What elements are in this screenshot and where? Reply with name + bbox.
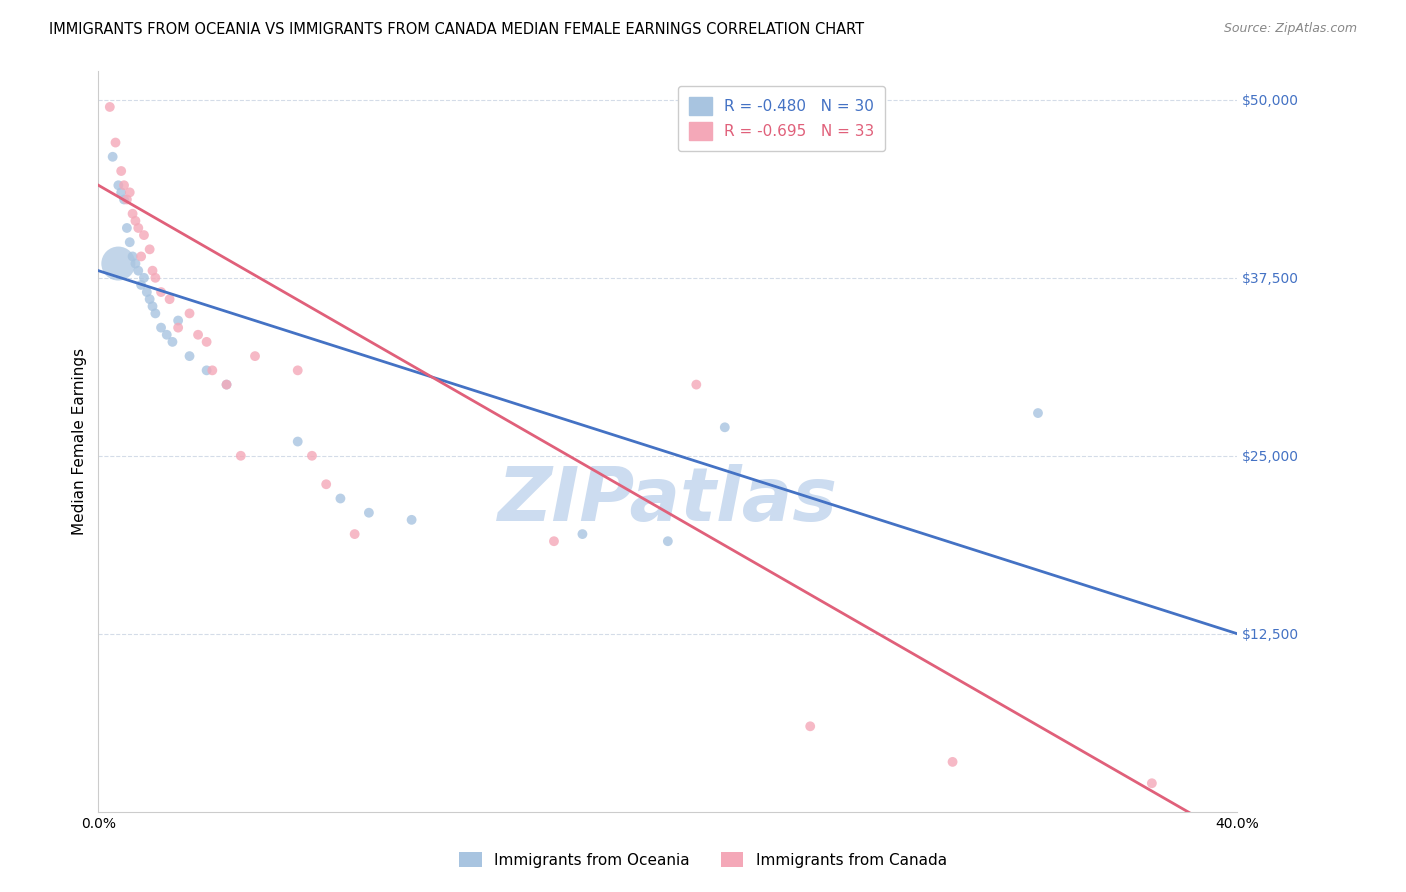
Point: [132, 270, 155, 285]
Point: [132, 228, 155, 243]
Point: [167, 313, 190, 327]
Point: [145, 270, 167, 285]
Point: [799, 719, 821, 733]
Point: [1140, 776, 1163, 790]
Point: [195, 334, 218, 349]
Point: [107, 178, 129, 193]
Point: [229, 449, 252, 463]
Point: [159, 292, 181, 306]
Point: [571, 527, 593, 541]
Point: [141, 263, 163, 277]
Point: [129, 277, 152, 292]
Point: [121, 207, 143, 221]
Point: [315, 477, 337, 491]
Point: [215, 377, 238, 392]
Point: [287, 434, 309, 449]
Point: [329, 491, 352, 506]
Point: [1026, 406, 1049, 420]
Point: [357, 506, 380, 520]
Text: ZIPatlas: ZIPatlas: [498, 464, 838, 537]
Text: Source: ZipAtlas.com: Source: ZipAtlas.com: [1223, 22, 1357, 36]
Point: [112, 193, 135, 207]
Point: [401, 513, 423, 527]
Point: [942, 755, 965, 769]
Point: [129, 249, 152, 264]
Point: [98, 100, 121, 114]
Point: [150, 285, 173, 299]
Y-axis label: Median Female Earnings: Median Female Earnings: [72, 348, 87, 535]
Point: [543, 534, 565, 549]
Point: [243, 349, 266, 363]
Point: [156, 327, 179, 342]
Point: [179, 349, 201, 363]
Point: [215, 377, 238, 392]
Point: [685, 377, 707, 392]
Point: [110, 186, 132, 200]
Point: [127, 221, 149, 235]
Legend: Immigrants from Oceania, Immigrants from Canada: Immigrants from Oceania, Immigrants from…: [451, 844, 955, 875]
Point: [301, 449, 323, 463]
Point: [657, 534, 679, 549]
Point: [343, 527, 366, 541]
Point: [110, 164, 132, 178]
Legend: R = -0.480   N = 30, R = -0.695   N = 33: R = -0.480 N = 30, R = -0.695 N = 33: [678, 87, 886, 151]
Point: [104, 136, 127, 150]
Text: IMMIGRANTS FROM OCEANIA VS IMMIGRANTS FROM CANADA MEDIAN FEMALE EARNINGS CORRELA: IMMIGRANTS FROM OCEANIA VS IMMIGRANTS FR…: [49, 22, 865, 37]
Point: [101, 150, 124, 164]
Point: [201, 363, 224, 377]
Point: [141, 299, 163, 313]
Point: [118, 235, 141, 250]
Point: [121, 249, 143, 264]
Point: [107, 256, 129, 270]
Point: [115, 221, 138, 235]
Point: [138, 292, 160, 306]
Point: [714, 420, 737, 434]
Point: [127, 263, 149, 277]
Point: [187, 327, 209, 342]
Point: [150, 320, 173, 334]
Point: [138, 243, 160, 257]
Point: [118, 186, 141, 200]
Point: [124, 214, 146, 228]
Point: [179, 306, 201, 320]
Point: [124, 256, 146, 270]
Point: [287, 363, 309, 377]
Point: [195, 363, 218, 377]
Point: [145, 306, 167, 320]
Point: [162, 334, 184, 349]
Point: [135, 285, 157, 299]
Point: [112, 178, 135, 193]
Point: [115, 193, 138, 207]
Point: [167, 320, 190, 334]
